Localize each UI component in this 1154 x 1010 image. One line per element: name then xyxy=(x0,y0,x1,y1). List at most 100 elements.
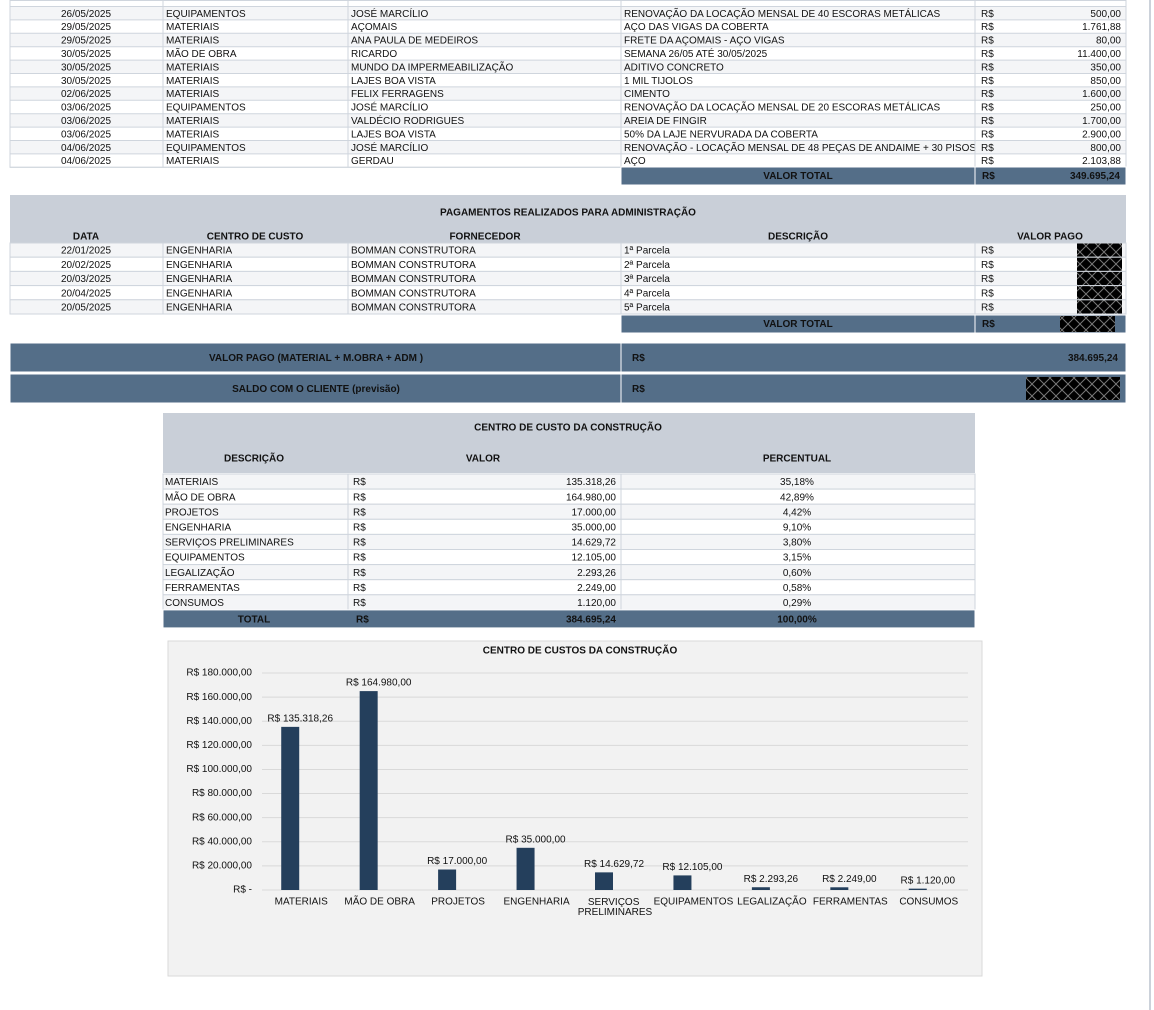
cell: ENGENHARIA xyxy=(165,522,231,533)
cell: EQUIPAMENTOS xyxy=(166,103,246,114)
total-row xyxy=(162,609,976,629)
cell: 20/03/2025 xyxy=(61,274,111,285)
cell: R$ xyxy=(353,553,366,564)
chart-title: CENTRO DE CUSTOS DA CONSTRUÇÃO xyxy=(483,644,678,657)
x-tick-label: FERRAMENTAS xyxy=(813,897,888,908)
total-cell: 384.695,24 xyxy=(566,615,616,626)
cell: 1ª Parcela xyxy=(624,246,670,257)
cell: R$ xyxy=(353,538,366,549)
cell: ENGENHARIA xyxy=(166,260,232,271)
bar xyxy=(281,726,300,890)
cell: JOSÉ MARCÍLIO xyxy=(351,141,428,154)
cell: BOMMAN CONSTRUTORA xyxy=(351,246,476,257)
cell: R$ xyxy=(981,62,994,73)
bar xyxy=(438,869,457,890)
cell: 800,00 xyxy=(1090,143,1121,154)
cell: MATERIAIS xyxy=(166,156,219,167)
x-tick-label: LEGALIZAÇÃO xyxy=(737,895,807,908)
redaction xyxy=(1077,271,1122,286)
cell: SERVIÇOS PRELIMINARES xyxy=(165,538,294,549)
row-bg xyxy=(10,60,1126,74)
cell: RENOVAÇÃO DA LOCAÇÃO MENSAL DE 20 ESCORA… xyxy=(624,101,941,114)
cell: 29/05/2025 xyxy=(61,22,111,33)
cell: VALDÉCIO RODRIGUES xyxy=(351,114,464,127)
cell: LAJES BOA VISTA xyxy=(351,76,436,87)
total-cell: TOTAL xyxy=(238,615,270,626)
cell: 1.700,00 xyxy=(1082,116,1121,127)
redaction xyxy=(1077,300,1122,314)
cell: LAJES BOA VISTA xyxy=(351,129,436,140)
data-label: R$ 12.105,00 xyxy=(662,862,722,873)
cell: SEMANA 26/05 ATÉ 30/05/2025 xyxy=(624,47,768,60)
x-tick-label: CONSUMOS xyxy=(899,897,958,908)
data-label: R$ 164.980,00 xyxy=(346,678,412,689)
cell: R$ xyxy=(353,492,366,503)
cell: 04/06/2025 xyxy=(61,156,111,167)
cell: 20/05/2025 xyxy=(61,303,111,314)
total-row xyxy=(974,166,1127,186)
summary-currency: R$ xyxy=(632,353,645,364)
total-value: 349.695,24 xyxy=(1070,171,1120,182)
cell: PROJETOS xyxy=(165,507,219,518)
cell: 4ª Parcela xyxy=(624,288,670,299)
cell: MATERIAIS xyxy=(166,76,219,87)
cell: 3,15% xyxy=(783,553,811,564)
cell: 20/02/2025 xyxy=(61,260,111,271)
y-tick-label: R$ 180.000,00 xyxy=(186,668,252,679)
cell: R$ xyxy=(981,246,994,257)
cell: 135.318,26 xyxy=(566,477,616,488)
cell: MATERIAIS xyxy=(166,129,219,140)
row-bg xyxy=(162,594,976,611)
x-tick-label: SERVIÇOS PRELIMINARES xyxy=(578,897,653,918)
table-body xyxy=(9,0,1127,168)
row-bg xyxy=(10,6,1126,20)
cell: JOSÉ MARCÍLIO xyxy=(351,101,428,114)
cell: 80,00 xyxy=(1096,36,1121,47)
row-bg xyxy=(162,503,976,520)
data-label: R$ 1.120,00 xyxy=(901,875,956,886)
cell: 2ª Parcela xyxy=(624,260,670,271)
cell: 2.249,00 xyxy=(577,583,616,594)
cell: R$ xyxy=(353,477,366,488)
x-tick-label: ENGENHARIA xyxy=(503,897,569,908)
cell: ENGENHARIA xyxy=(166,288,232,299)
data-label: R$ 35.000,00 xyxy=(506,834,566,845)
y-tick-label: R$ - xyxy=(233,885,252,896)
cell: EQUIPAMENTOS xyxy=(166,9,246,20)
summary-row xyxy=(9,373,622,404)
redaction xyxy=(1026,377,1120,400)
redaction xyxy=(1077,257,1122,271)
cell: BOMMAN CONSTRUTORA xyxy=(351,288,476,299)
row-bg xyxy=(162,518,976,535)
bar xyxy=(359,691,378,890)
cell: 12.105,00 xyxy=(572,553,617,564)
cell: 0,60% xyxy=(783,568,811,579)
cell: 1.120,00 xyxy=(577,598,616,609)
cell: R$ xyxy=(353,598,366,609)
redaction xyxy=(1077,243,1122,257)
cell: MUNDO DA IMPERMEABILIZAÇÃO xyxy=(351,60,513,73)
cell: 02/06/2025 xyxy=(61,89,111,100)
cell: 22/01/2025 xyxy=(61,246,111,257)
cell: R$ xyxy=(981,260,994,271)
cell: 0,58% xyxy=(783,583,811,594)
cell: R$ xyxy=(981,49,994,60)
cell: R$ xyxy=(981,156,994,167)
cell: 35,18% xyxy=(780,477,814,488)
cell: R$ xyxy=(981,76,994,87)
y-tick-label: R$ 40.000,00 xyxy=(192,836,252,847)
cell: R$ xyxy=(981,288,994,299)
cell: R$ xyxy=(981,303,994,314)
cell: R$ xyxy=(981,103,994,114)
cell: MATERIAIS xyxy=(166,22,219,33)
summary-row xyxy=(620,342,1127,373)
cell: BOMMAN CONSTRUTORA xyxy=(351,260,476,271)
cell: MATERIAIS xyxy=(166,62,219,73)
x-tick-label: PROJETOS xyxy=(431,897,485,908)
cell: RENOVAÇÃO - LOCAÇÃO MENSAL DE 48 PEÇAS D… xyxy=(624,141,976,154)
cost-col-header: PERCENTUAL xyxy=(763,454,831,465)
summary-label: SALDO COM O CLIENTE (previsão) xyxy=(232,384,400,395)
cell: CIMENTO xyxy=(624,89,670,100)
bar xyxy=(830,887,849,890)
